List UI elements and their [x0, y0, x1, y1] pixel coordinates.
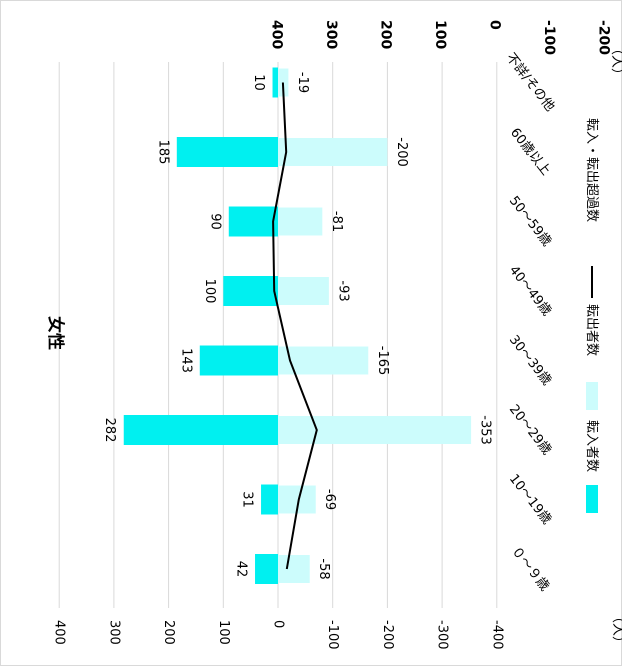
- bar-in: [255, 554, 278, 584]
- left-axis-tick: 400: [52, 620, 67, 645]
- net-line: [272, 82, 318, 570]
- category-label: 30～39歳: [506, 333, 554, 389]
- category-label: 不詳/その他: [503, 50, 558, 115]
- left-axis-tick: 0: [271, 620, 286, 628]
- left-axis-tick: 300: [106, 620, 121, 645]
- left-axis-tick: -400: [489, 620, 504, 650]
- category-label: 60歳以上: [507, 125, 553, 178]
- data-label-out: -69: [322, 489, 337, 510]
- data-label-out: -165: [375, 346, 390, 376]
- data-label-in: 282: [102, 418, 117, 443]
- right-axis-tick: -100: [541, 20, 557, 55]
- bar-in: [272, 67, 278, 98]
- right-axis-tick: 200: [378, 20, 394, 49]
- data-label-in: 100: [202, 279, 217, 304]
- left-axis-tick: -300: [435, 620, 450, 650]
- bar-in: [228, 206, 278, 237]
- legend: 転入者数 転出者数 転入・転出超過数: [584, 118, 599, 513]
- bar-out: [278, 555, 310, 583]
- bar-in: [223, 276, 278, 306]
- data-label-in: 42: [234, 561, 249, 578]
- category-label: 40～49歳: [506, 263, 554, 319]
- left-axis-tick: 100: [216, 620, 231, 645]
- bar-out: [278, 138, 388, 166]
- legend-label-in: 転入者数: [584, 420, 599, 472]
- bar-out: [278, 277, 329, 305]
- data-label-in: 31: [240, 491, 255, 508]
- category-label: 20～29歳: [506, 402, 554, 458]
- left-axis-tick: -100: [325, 620, 340, 650]
- data-label-in: 90: [207, 213, 222, 230]
- legend-label-net: 転入・転出超過数: [584, 118, 599, 222]
- category-label: ０～９歳: [508, 544, 552, 594]
- category-label: 50～59歳: [506, 194, 554, 250]
- right-axis-tick: -200: [595, 20, 611, 55]
- data-label-in: 143: [178, 348, 193, 373]
- category-label: 10～19歳: [506, 472, 554, 528]
- bar-in: [199, 345, 278, 376]
- legend-swatch-out: [586, 382, 598, 410]
- bar-in: [261, 484, 278, 515]
- right-unit-label: （人）: [609, 42, 622, 81]
- bar-in: [176, 137, 278, 167]
- right-axis-tick: 100: [432, 20, 448, 49]
- data-label-out: -58: [316, 558, 331, 579]
- data-label-out: -93: [335, 280, 350, 301]
- data-label-out: -353: [478, 415, 493, 445]
- data-label-in: 10: [251, 74, 266, 91]
- right-axis-tick: 400: [269, 20, 285, 49]
- left-unit-label: （人）: [610, 610, 622, 649]
- data-label-out: -81: [329, 211, 344, 232]
- bar-out: [278, 207, 323, 236]
- bar-out: [278, 346, 369, 375]
- bars: [123, 67, 472, 584]
- data-label-in: 185: [155, 140, 170, 165]
- right-axis-tick: 300: [323, 20, 339, 49]
- left-axis-tick: -200: [380, 620, 395, 650]
- left-axis-tick: 200: [161, 620, 176, 645]
- chart-title: 女性: [45, 316, 66, 350]
- category-labels: ０～９歳 10～19歳 20～29歳 30～39歳 40～49歳 50～59歳 60歳以上 不…: [503, 50, 558, 594]
- bar-in: [123, 415, 278, 445]
- legend-swatch-in: [586, 485, 598, 513]
- right-axis-tick: 0: [487, 20, 503, 30]
- data-label-out: -19: [295, 72, 310, 93]
- data-label-out: -200: [394, 137, 409, 167]
- legend-label-out: 転出者数: [584, 304, 599, 356]
- data-labels: 42 -58 31 -69 282 -353 143 -165 100 -93 90 -81 185 -2…: [102, 72, 492, 580]
- net-line-path: [272, 82, 318, 570]
- bar-out: [278, 416, 472, 444]
